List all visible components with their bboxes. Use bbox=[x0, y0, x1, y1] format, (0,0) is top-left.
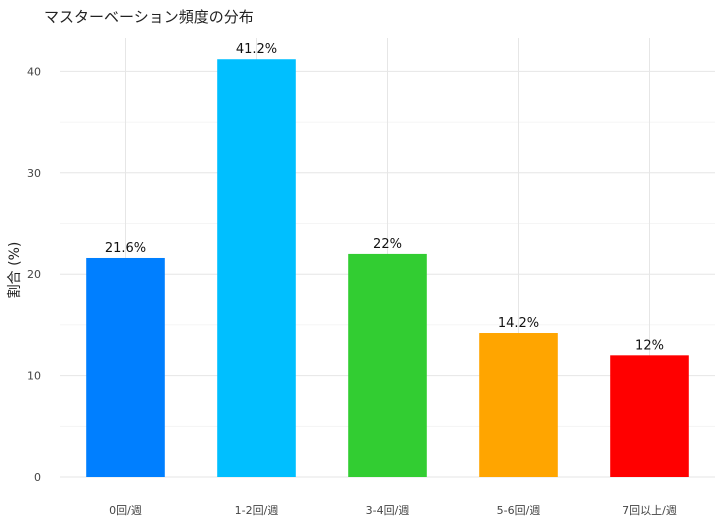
bar-value-label: 21.6% bbox=[105, 241, 146, 256]
x-tick-label: 1-2回/週 bbox=[235, 504, 279, 517]
bars bbox=[86, 59, 689, 478]
bar-value-label: 14.2% bbox=[498, 316, 539, 331]
bar bbox=[86, 257, 165, 477]
data-labels: 21.6% 41.2% 22% 14.2% 12% bbox=[105, 42, 664, 353]
y-tick-label: 20 bbox=[27, 268, 41, 281]
chart-title: マスターベーション頻度の分布 bbox=[44, 8, 254, 26]
y-axis-title: 割合 (%) bbox=[6, 242, 23, 299]
x-axis-ticks: 0回/週 1-2回/週 3-4回/週 5-6回/週 7回以上/週 bbox=[109, 504, 677, 517]
bar-value-label: 12% bbox=[635, 338, 664, 353]
y-tick-label: 10 bbox=[27, 370, 41, 383]
y-tick-label: 40 bbox=[27, 65, 41, 78]
x-tick-label: 5-6回/週 bbox=[497, 504, 541, 517]
bar bbox=[479, 333, 558, 477]
y-tick-label: 0 bbox=[34, 471, 41, 484]
bar bbox=[348, 253, 427, 477]
bar-value-label: 22% bbox=[373, 237, 402, 252]
bar bbox=[610, 355, 689, 477]
y-tick-label: 30 bbox=[27, 167, 41, 180]
x-tick-label: 0回/週 bbox=[109, 504, 142, 517]
bar-value-label: 41.2% bbox=[236, 42, 277, 57]
y-axis-ticks: 0 10 20 30 40 bbox=[27, 65, 41, 484]
x-tick-label: 7回以上/週 bbox=[622, 504, 677, 517]
x-tick-label: 3-4回/週 bbox=[366, 504, 410, 517]
bar bbox=[217, 59, 296, 478]
